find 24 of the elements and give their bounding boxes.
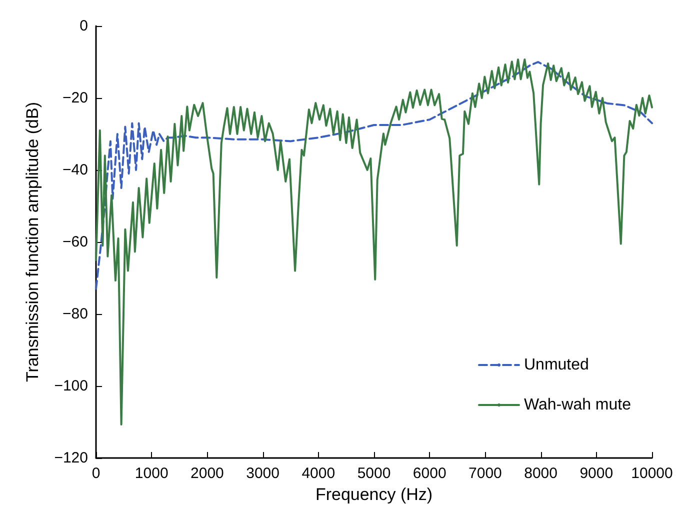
x-tick-label: 7000 <box>468 465 502 482</box>
y-tick-label: −60 <box>62 234 88 250</box>
y-tick-label: −20 <box>62 90 88 106</box>
y-axis-title: Transmission function amplitude (dB) <box>23 102 42 382</box>
line-series <box>95 61 653 290</box>
x-tick-label: 8000 <box>524 465 558 482</box>
x-tick-label: 2000 <box>190 465 224 482</box>
x-tick-label: 6000 <box>412 465 446 482</box>
y-tick-label: −40 <box>62 162 88 178</box>
y-tick-label: −80 <box>62 306 88 322</box>
x-tick-label: 1000 <box>134 465 168 482</box>
x-tick-label: 0 <box>92 465 100 482</box>
y-tick-label: −100 <box>54 378 88 394</box>
y-tick-label: 0 <box>80 18 88 34</box>
legend-label: Wah-wah mute <box>524 396 632 414</box>
line-series <box>95 58 653 426</box>
legend-label: Unmuted <box>524 356 589 374</box>
x-tick-label: 5000 <box>357 465 391 482</box>
x-tick-label: 3000 <box>246 465 280 482</box>
x-tick-label: 4000 <box>302 465 336 482</box>
x-tick-label: 10000 <box>631 465 673 482</box>
x-tick-label: 9000 <box>580 465 614 482</box>
y-tick-label: −120 <box>54 450 88 466</box>
x-axis-title: Frequency (Hz) <box>315 485 433 504</box>
